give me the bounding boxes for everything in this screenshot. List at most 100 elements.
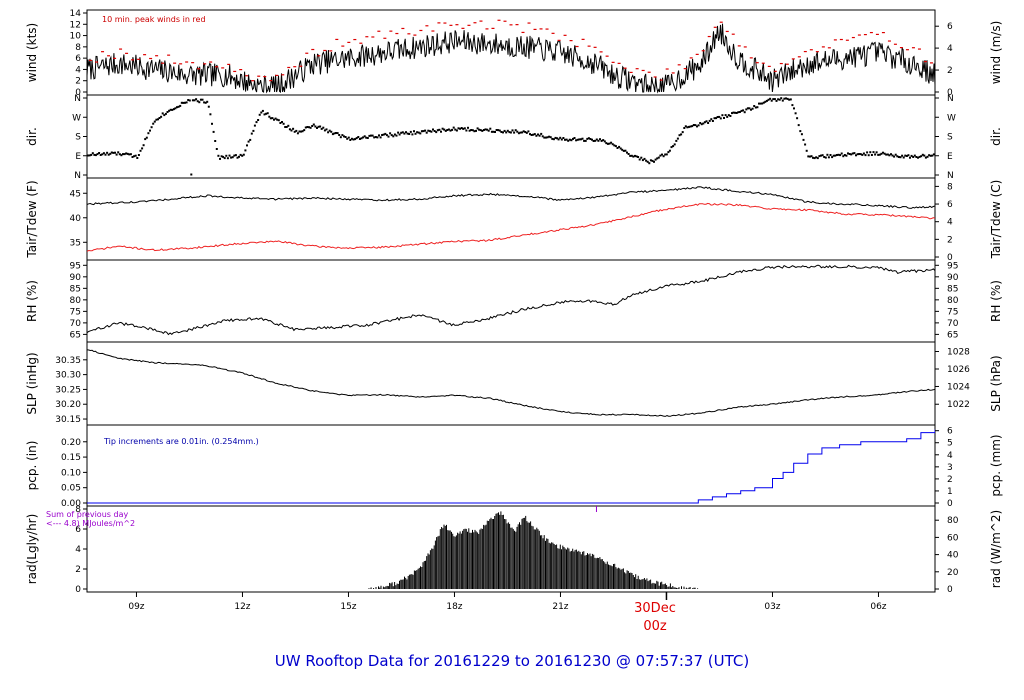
direction-point bbox=[540, 132, 543, 135]
right-tick-label: 6 bbox=[947, 200, 953, 210]
direction-point bbox=[395, 134, 398, 137]
direction-point bbox=[166, 111, 169, 113]
direction-point bbox=[867, 154, 870, 157]
direction-point bbox=[373, 136, 376, 139]
left-tick-label: 6 bbox=[75, 525, 81, 535]
left-axis-label: pcp. (in) bbox=[25, 441, 39, 491]
direction-point bbox=[357, 136, 360, 138]
direction-point bbox=[753, 105, 756, 107]
direction-point bbox=[715, 117, 718, 120]
direction-point bbox=[711, 120, 714, 122]
left-tick-label: N bbox=[74, 171, 81, 181]
direction-point bbox=[176, 106, 178, 109]
direction-point bbox=[737, 111, 740, 114]
direction-point bbox=[118, 153, 121, 156]
direction-point bbox=[446, 129, 449, 131]
direction-point bbox=[258, 113, 261, 116]
direction-point bbox=[778, 98, 781, 101]
direction-point bbox=[680, 133, 683, 136]
direction-point bbox=[467, 126, 469, 129]
left-tick-label: 8 bbox=[75, 505, 81, 515]
direction-point bbox=[902, 156, 905, 159]
direction-point bbox=[241, 154, 244, 157]
direction-point bbox=[751, 107, 754, 110]
direction-point bbox=[648, 162, 651, 165]
direction-point bbox=[428, 130, 431, 133]
right-tick-label: 1022 bbox=[947, 400, 970, 410]
direction-point bbox=[370, 134, 372, 137]
direction-point bbox=[850, 153, 853, 156]
direction-point bbox=[376, 136, 379, 139]
direction-point bbox=[470, 129, 473, 131]
direction-point bbox=[308, 126, 310, 129]
direction-point bbox=[120, 154, 123, 157]
direction-point bbox=[436, 129, 439, 132]
direction-point bbox=[786, 97, 789, 100]
direction-point bbox=[454, 128, 457, 131]
direction-point bbox=[821, 154, 824, 157]
direction-point bbox=[723, 117, 725, 119]
direction-point bbox=[896, 155, 899, 158]
direction-point bbox=[649, 159, 652, 162]
direction-point bbox=[807, 155, 810, 158]
direction-point bbox=[874, 153, 877, 156]
direction-point bbox=[719, 117, 722, 120]
direction-point bbox=[211, 122, 213, 125]
direction-point bbox=[890, 153, 892, 156]
direction-point bbox=[541, 135, 544, 138]
direction-point bbox=[506, 129, 509, 132]
direction-point bbox=[864, 154, 867, 157]
direction-point bbox=[924, 156, 927, 159]
direction-point bbox=[277, 119, 280, 122]
right-axis-label: pcp. (mm) bbox=[989, 434, 1003, 496]
radiation-sum-note: Sum of previous day bbox=[46, 510, 128, 519]
direction-point bbox=[683, 127, 686, 129]
direction-point bbox=[195, 98, 198, 101]
direction-point bbox=[122, 153, 124, 156]
direction-point bbox=[694, 124, 697, 127]
direction-point bbox=[630, 154, 633, 157]
direction-point bbox=[91, 152, 94, 155]
direction-point bbox=[627, 153, 630, 155]
direction-point bbox=[877, 153, 880, 156]
x-tick-label: 21z bbox=[552, 602, 568, 612]
direction-point bbox=[847, 152, 849, 155]
left-tick-label: W bbox=[72, 113, 81, 123]
left-tick-label: 0 bbox=[75, 88, 81, 98]
right-tick-label: 75 bbox=[947, 307, 958, 317]
direction-point bbox=[219, 157, 221, 160]
direction-point bbox=[343, 135, 345, 138]
direction-point bbox=[384, 132, 387, 135]
direction-point bbox=[171, 108, 174, 111]
direction-point bbox=[239, 153, 242, 156]
direction-point bbox=[684, 125, 687, 128]
direction-point bbox=[651, 159, 654, 162]
left-tick-label: 0 bbox=[75, 585, 81, 595]
right-tick-label: 0 bbox=[947, 585, 953, 595]
direction-point bbox=[797, 124, 800, 127]
direction-point bbox=[883, 152, 886, 155]
direction-point bbox=[699, 122, 702, 124]
right-tick-label: 8 bbox=[947, 182, 953, 192]
left-tick-label: S bbox=[75, 133, 81, 143]
direction-point bbox=[587, 137, 590, 140]
panel-frame bbox=[86, 341, 936, 426]
direction-point bbox=[338, 134, 341, 136]
direction-point bbox=[667, 151, 670, 154]
direction-point bbox=[629, 154, 632, 157]
direction-point bbox=[637, 156, 640, 158]
direction-point bbox=[220, 155, 223, 158]
direction-point bbox=[551, 137, 554, 140]
right-tick-label: S bbox=[947, 133, 953, 143]
direction-point bbox=[508, 131, 511, 134]
direction-point bbox=[249, 138, 252, 141]
direction-point bbox=[918, 155, 921, 158]
direction-point bbox=[934, 155, 935, 158]
right-tick-label: 90 bbox=[947, 273, 959, 283]
direction-point bbox=[638, 158, 641, 161]
direction-point bbox=[610, 141, 613, 144]
direction-point bbox=[440, 130, 442, 133]
direction-point bbox=[87, 154, 89, 157]
direction-point bbox=[675, 139, 678, 142]
